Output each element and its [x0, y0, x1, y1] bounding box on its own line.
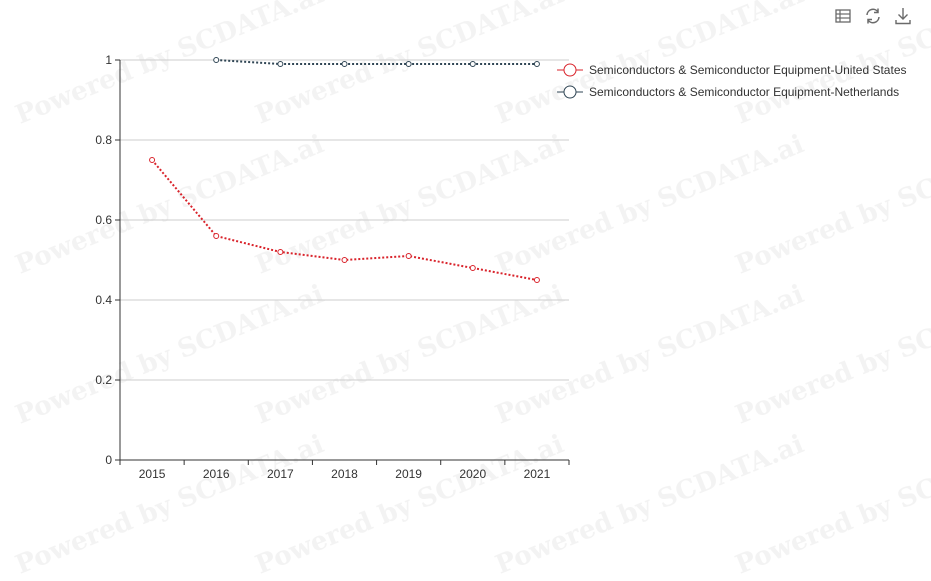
series-group: [149, 157, 540, 283]
legend-marker-icon: [563, 85, 577, 99]
legend-label: Semiconductors & Semiconductor Equipment…: [589, 85, 899, 99]
data-point[interactable]: [149, 157, 156, 163]
chart-toolbar: [833, 6, 913, 26]
line-chart: 0 0.2 0.4 0.6 0.8 1 2015 2016 2017 2018 2019 2020 20…: [95, 53, 907, 481]
data-point[interactable]: [341, 257, 348, 263]
x-tick-label: 2021: [524, 467, 551, 481]
x-tick-label: 2017: [267, 467, 294, 481]
data-point[interactable]: [469, 61, 476, 67]
series: [149, 57, 540, 283]
y-tick-label: 0.4: [95, 293, 112, 307]
data-point[interactable]: [213, 233, 220, 239]
data-point[interactable]: [341, 61, 348, 67]
x-tick-label: 2016: [203, 467, 230, 481]
legend: Semiconductors & Semiconductor Equipment…: [557, 63, 907, 99]
x-tick-label: 2019: [395, 467, 422, 481]
series-group: [213, 57, 540, 67]
data-point[interactable]: [533, 277, 540, 283]
data-point[interactable]: [469, 265, 476, 271]
download-icon[interactable]: [893, 6, 913, 26]
data-view-icon[interactable]: [833, 6, 853, 26]
x-tick-label: 2018: [331, 467, 358, 481]
axes: 0 0.2 0.4 0.6 0.8 1 2015 2016 2017 2018 2019 2020 20…: [95, 53, 570, 481]
data-point[interactable]: [213, 57, 220, 63]
data-point[interactable]: [277, 249, 284, 255]
y-tick-label: 0.6: [95, 213, 112, 227]
y-tick-label: 0: [105, 453, 112, 467]
data-point[interactable]: [405, 61, 412, 67]
legend-item[interactable]: Semiconductors & Semiconductor Equipment…: [557, 85, 899, 99]
data-point[interactable]: [533, 61, 540, 67]
grid-lines: [120, 59, 569, 381]
x-tick-label: 2020: [459, 467, 486, 481]
series-line: [216, 59, 537, 65]
y-tick-label: 1: [105, 53, 112, 67]
legend-marker-icon: [563, 63, 577, 77]
data-point[interactable]: [277, 61, 284, 67]
y-tick-label: 0.2: [95, 373, 112, 387]
x-tick-label: 2015: [139, 467, 166, 481]
legend-item[interactable]: Semiconductors & Semiconductor Equipment…: [557, 63, 907, 77]
refresh-icon[interactable]: [863, 6, 883, 26]
legend-label: Semiconductors & Semiconductor Equipment…: [589, 63, 907, 77]
data-point[interactable]: [405, 253, 412, 259]
y-tick-label: 0.8: [95, 133, 112, 147]
